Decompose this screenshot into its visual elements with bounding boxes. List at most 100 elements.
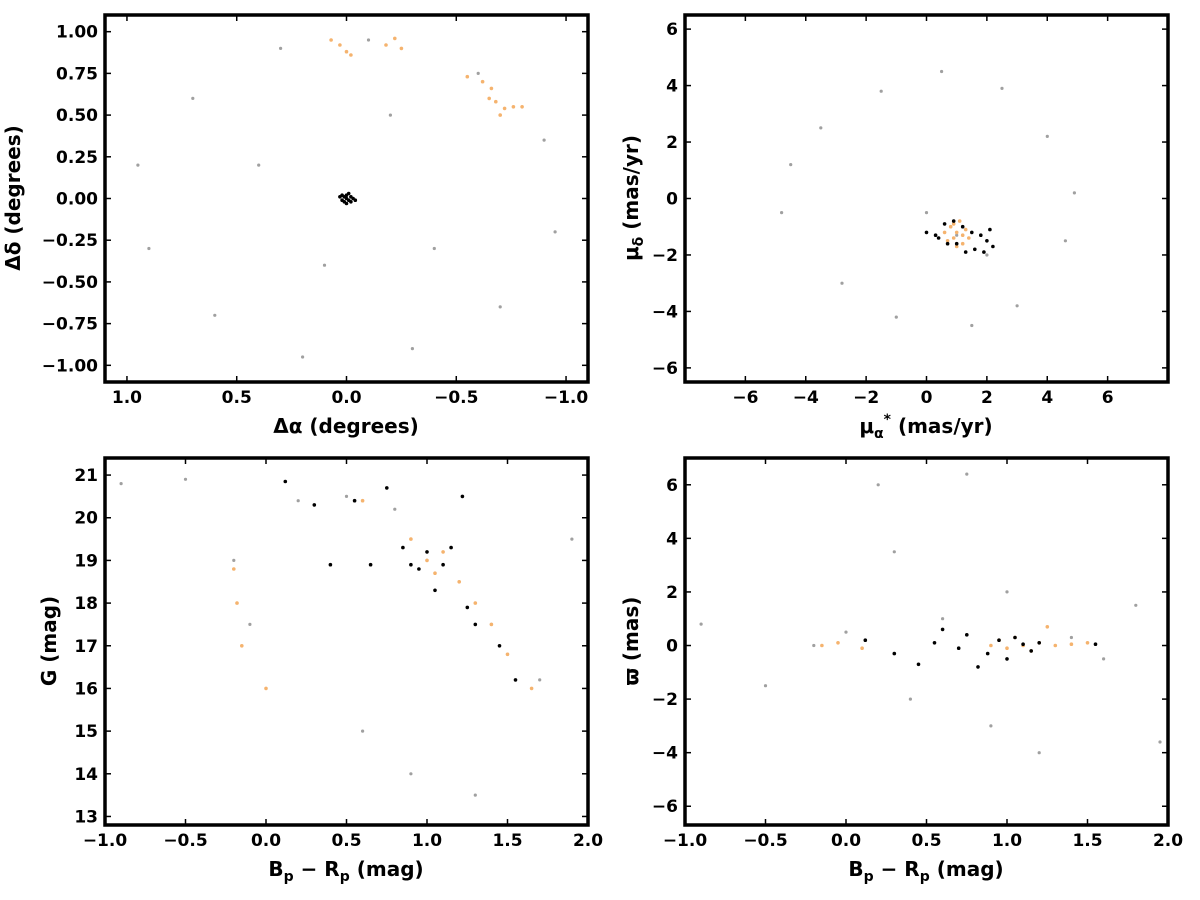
cmd-point [489,622,494,627]
parallax-point [1085,641,1090,645]
sky-point [542,138,546,142]
cmd-series-2 [283,479,518,682]
cmd-point [361,729,365,733]
cmd-point [235,601,239,605]
sky-point [399,46,404,51]
parallax-y-tick-label: 2 [666,583,678,603]
pm-point [951,222,956,226]
parallax-x-tick-label: −1.0 [663,831,708,851]
cmd-point [296,499,300,503]
pm-point [940,69,944,74]
parallax-point [699,622,703,626]
parallax-x-tick-label: 1.0 [992,831,1022,851]
pm-point [960,233,965,237]
pm-y-tick-label: −4 [652,302,678,322]
parallax-point [1005,590,1009,594]
pm-data-layer [780,69,1076,328]
parallax-point [1093,642,1098,646]
sky-y-tick-label: 0.00 [56,190,98,210]
sky-point [498,305,502,309]
cmd-x-tick-label: −1.0 [83,831,128,851]
cmd-point [248,622,252,627]
sky-y-tick-label: −0.75 [42,315,98,335]
cmd-y-tick-label: 17 [74,637,98,657]
cmd-point [513,678,518,682]
cmd-point [385,486,389,490]
pm-point [942,230,947,235]
parallax-series-0 [699,472,1162,755]
sky-point [279,46,283,51]
sky-panel: 1.0 0.5 0.0 −0.5 −1.0 1.00 0.75 0.50 0.25 0.00 −0.… [1,13,590,438]
parallax-tick-layer: −1.0 −0.5 0.0 0.5 1.0 1.5 2.0 6 4 2 0 −2 −4 −6 [652,458,1183,851]
parallax-point [763,684,768,688]
sky-point [410,347,414,351]
parallax-point [1021,642,1025,646]
pm-point [840,281,844,285]
parallax-y-tick-label: −6 [652,797,678,817]
parallax-point [1053,643,1058,648]
sky-point [465,74,470,79]
pm-x-axis-label: μα* (mas/yr) [859,412,992,442]
pm-point [957,219,962,223]
sky-y-tick-label: −1.00 [42,356,98,376]
cmd-point [283,479,288,484]
cmd-y-tick-label: 14 [74,765,98,785]
cmd-x-tick-label: 1.0 [412,831,442,851]
sky-y-tick-label: 0.75 [56,64,98,84]
pm-point [789,163,793,167]
sky-point [257,163,261,167]
parallax-frame [683,456,1170,827]
parallax-point [1005,646,1009,650]
cmd-point [312,503,317,507]
cmd-point [360,498,365,503]
pm-tick-layer: −6 −4 −2 0 2 4 6 6 4 2 0 −2 −4 −6 [652,15,1168,408]
cmd-point [232,558,236,563]
sky-point [384,43,388,47]
pm-x-tick-label: −2 [853,388,879,408]
cmd-y-tick-label: 16 [74,679,98,699]
pm-point [970,230,974,235]
cmd-point [232,567,236,571]
cmd-y-axis-label: G (mag) [37,596,61,686]
cmd-point [328,562,333,567]
cmd-data-layer [119,477,574,797]
cmd-point [505,652,510,657]
sky-point [520,105,524,109]
parallax-point [989,724,993,728]
parallax-point [1158,740,1162,744]
sky-point [322,263,327,267]
sky-point [393,36,397,41]
cmd-y-tick-label: 18 [74,594,98,614]
pm-point [954,244,959,249]
sky-y-tick-label: 1.00 [56,23,98,43]
pm-point [963,250,968,254]
parallax-point [932,641,937,645]
sky-x-tick-label: 0.0 [331,388,361,408]
parallax-y-tick-label: 4 [666,529,678,549]
parallax-point [1102,657,1106,661]
sky-point [338,43,342,47]
cmd-point [570,537,574,541]
pm-series-0 [780,69,1076,328]
sky-point [349,200,353,204]
parallax-point [965,633,969,637]
pm-point [960,241,965,246]
parallax-data-layer [699,472,1162,755]
parallax-plot-area: −1.0 −0.5 0.0 0.5 1.0 1.5 2.0 6 4 2 0 −2 −4 −6 [652,456,1183,851]
sky-point [432,246,436,251]
pm-point [988,227,992,232]
pm-x-tick-label: −6 [732,388,758,408]
pm-point [942,222,947,226]
parallax-point [940,627,945,632]
cmd-point [352,498,357,503]
sky-point [349,53,353,57]
sky-point [213,313,217,317]
parallax-y-tick-label: 6 [666,476,678,496]
sky-point [191,96,195,100]
cmd-point [409,562,413,567]
parallax-point [1045,625,1050,629]
sky-x-axis-label: Δα (degrees) [273,414,419,438]
pm-y-tick-label: 2 [666,133,678,153]
cmd-point [460,494,465,499]
cmd-point [465,605,470,610]
